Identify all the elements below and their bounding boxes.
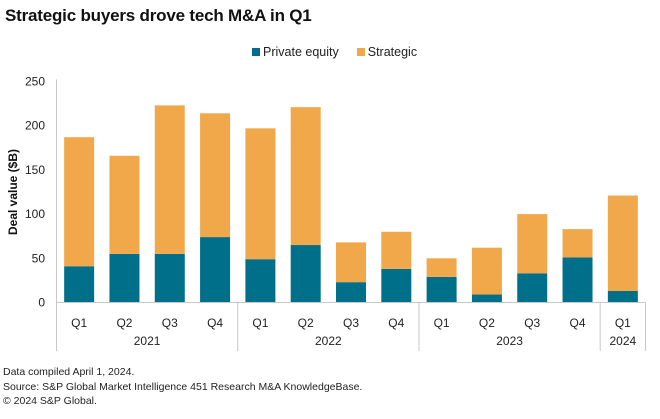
bar-strategic xyxy=(517,214,548,274)
y-tick-label: 200 xyxy=(25,119,45,133)
bar-private-equity xyxy=(336,282,366,303)
x-tick-label: Q4 xyxy=(570,316,586,330)
x-tick-label: Q3 xyxy=(524,316,540,330)
chart-title: Strategic buyers drove tech M&A in Q1 xyxy=(5,6,312,25)
legend-item-strategic: Strategic xyxy=(356,45,418,59)
x-tick-label: Q1 xyxy=(434,316,450,330)
bar-private-equity xyxy=(607,291,638,303)
bar-private-equity xyxy=(426,276,457,303)
bar-strategic xyxy=(562,229,593,258)
bar-private-equity xyxy=(381,268,412,303)
bar-strategic xyxy=(381,231,412,269)
y-tick-label: 250 xyxy=(25,75,45,89)
bar-strategic xyxy=(154,105,185,254)
bar-private-equity xyxy=(517,273,548,303)
bar-private-equity xyxy=(245,259,276,303)
x-group-label: 2024 xyxy=(609,334,636,348)
x-tick-label: Q2 xyxy=(479,316,495,330)
bar-private-equity xyxy=(290,245,321,303)
legend-swatch-private-equity xyxy=(252,48,260,56)
bar-strategic xyxy=(471,247,502,295)
x-tick-label: Q2 xyxy=(298,316,314,330)
bar-strategic xyxy=(64,137,95,267)
bar-private-equity xyxy=(200,237,231,303)
legend-label-private-equity: Private equity xyxy=(263,45,339,59)
bar-strategic xyxy=(245,128,276,260)
bar-private-equity xyxy=(562,257,593,303)
legend: Private equity Strategic xyxy=(252,45,435,59)
y-tick-label: 150 xyxy=(25,163,45,177)
legend-label-strategic: Strategic xyxy=(367,45,418,59)
bar-strategic xyxy=(290,107,321,246)
bar-strategic xyxy=(336,242,366,283)
x-tick-label: Q3 xyxy=(162,316,178,330)
legend-swatch-strategic xyxy=(356,48,365,56)
y-tick-label: 100 xyxy=(25,207,45,221)
footnote-data-compiled: Data compiled April 1, 2024. xyxy=(3,366,135,378)
y-axis-title: Deal value ($B) xyxy=(6,149,20,235)
bar-strategic xyxy=(426,258,457,277)
bar-strategic xyxy=(109,155,140,254)
legend-item-private-equity: Private equity xyxy=(252,45,339,59)
y-tick-label: 0 xyxy=(38,296,45,310)
x-tick-label: Q4 xyxy=(207,316,223,330)
footnotes: Data compiled April 1, 2024. Source: S&P… xyxy=(3,365,362,409)
footnote-source: Source: S&P Global Market Intelligence 4… xyxy=(3,380,363,393)
x-group-label: 2023 xyxy=(496,334,523,348)
bar-strategic xyxy=(200,113,231,238)
bar-private-equity xyxy=(471,294,502,303)
x-group-label: 2022 xyxy=(315,334,342,348)
x-tick-label: Q1 xyxy=(615,316,631,330)
y-tick-label: 50 xyxy=(32,251,46,265)
x-tick-label: Q4 xyxy=(388,316,404,330)
footnote-copyright: © 2024 S&P Global. xyxy=(3,395,97,407)
x-tick-label: Q1 xyxy=(71,316,87,330)
bar-private-equity xyxy=(154,253,185,303)
x-tick-label: Q2 xyxy=(116,316,132,330)
x-tick-label: Q1 xyxy=(252,316,268,330)
bar-private-equity xyxy=(64,266,95,303)
bar-strategic xyxy=(607,195,638,292)
x-tick-label: Q3 xyxy=(343,316,359,330)
bar-private-equity xyxy=(109,253,140,303)
x-group-label: 2021 xyxy=(134,334,161,348)
